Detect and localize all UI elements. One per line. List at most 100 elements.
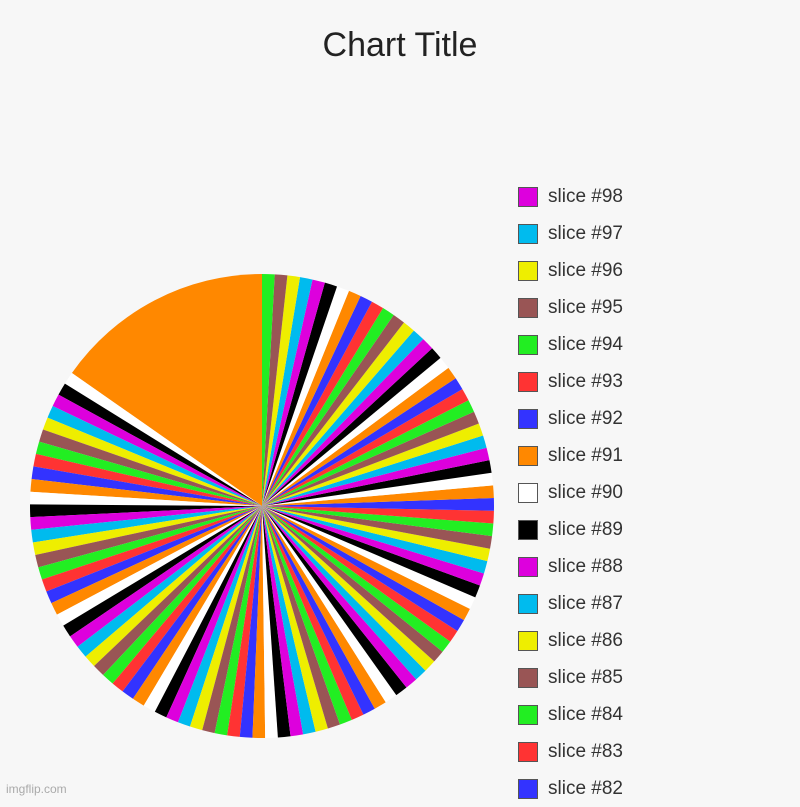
pie-slice-56 — [262, 506, 435, 671]
pie-slice-81 — [262, 367, 456, 506]
legend-item: slice #98 — [518, 178, 623, 215]
pie-slice-69 — [262, 506, 494, 524]
pie-slice-33 — [154, 506, 262, 718]
legend-item: slice #89 — [518, 511, 623, 548]
legend-swatch — [518, 704, 538, 725]
legend-label: slice #94 — [548, 333, 623, 355]
pie-slice-66 — [262, 506, 491, 562]
legend-swatch — [518, 556, 538, 577]
pie-slice-90 — [262, 296, 372, 506]
legend-label: slice #98 — [548, 185, 623, 207]
legend-swatch — [518, 445, 538, 466]
pie-slice-68 — [262, 506, 494, 537]
legend-label: slice #85 — [548, 666, 623, 688]
pie-slice-27 — [94, 506, 262, 676]
legend-item: slice #85 — [518, 659, 623, 696]
pie-slice-47 — [262, 506, 341, 729]
pie-slice-71 — [262, 485, 494, 506]
legend-label: slice #83 — [548, 740, 623, 762]
pie-slice-5 — [47, 405, 263, 506]
pie-slice-6 — [42, 417, 263, 506]
legend-swatch — [518, 408, 538, 429]
pie-slice-32 — [143, 506, 262, 712]
pie-slice-38 — [214, 506, 262, 736]
legend-swatch — [518, 519, 538, 540]
pie-slice-1 — [71, 274, 262, 506]
pie-slice-97 — [262, 274, 288, 506]
legend-swatch — [518, 482, 538, 503]
pie-slice-15 — [31, 506, 263, 543]
pie-slice-36 — [190, 506, 262, 731]
pie-slice-20 — [46, 506, 262, 604]
legend-label: slice #84 — [548, 703, 623, 725]
pie-slice-12 — [30, 491, 263, 506]
legend-swatch — [518, 741, 538, 762]
pie-slice-88 — [262, 308, 394, 506]
pie-slice-44 — [262, 506, 304, 737]
pie-slice-51 — [262, 506, 386, 709]
pie-slice-64 — [262, 506, 484, 586]
pie-slice-74 — [262, 447, 490, 506]
legend-swatch — [518, 778, 538, 799]
pie-slice-48 — [262, 506, 352, 725]
pie-slice-78 — [262, 400, 474, 506]
legend-label: slice #90 — [548, 481, 623, 503]
pie-slice-89 — [262, 301, 384, 506]
pie-slice-14 — [30, 506, 262, 530]
legend-item: slice #97 — [518, 215, 623, 252]
pie-slice-82 — [262, 357, 449, 506]
legend-swatch — [518, 667, 538, 688]
pie-slice-79 — [262, 389, 469, 506]
legend-item: slice #84 — [518, 696, 623, 733]
pie-slice-24 — [70, 506, 262, 647]
pie-slice-63 — [262, 506, 480, 598]
pie-slice-2 — [64, 373, 263, 506]
pie-slice-26 — [85, 506, 262, 667]
pie-slice-49 — [262, 506, 364, 720]
watermark: imgflip.com — [6, 782, 67, 796]
pie-slice-73 — [262, 460, 492, 506]
pie-slice-22 — [56, 506, 262, 626]
legend-label: slice #91 — [548, 444, 623, 466]
pie-slice-77 — [262, 411, 479, 506]
pie-slice-75 — [262, 435, 487, 506]
pie-slice-86 — [262, 322, 414, 506]
pie-slice-52 — [262, 506, 397, 703]
legend-swatch — [518, 223, 538, 244]
pie-slice-9 — [33, 453, 263, 506]
pie-slice-55 — [262, 506, 426, 680]
legend-label: slice #86 — [548, 629, 623, 651]
legend-item: slice #88 — [518, 548, 623, 585]
pie-slice-31 — [132, 506, 262, 706]
legend-label: slice #95 — [548, 296, 623, 318]
pie-slice-30 — [122, 506, 262, 699]
pie-slice-19 — [41, 506, 263, 592]
legend-item: slice #96 — [518, 252, 623, 289]
legend-item: slice #95 — [518, 289, 623, 326]
pie-slice-46 — [262, 506, 328, 732]
pie-slice-60 — [262, 506, 464, 632]
pie-slice-50 — [262, 506, 375, 715]
chart-title: Chart Title — [322, 26, 478, 64]
pie-slice-98 — [262, 274, 275, 506]
pie-slice-35 — [178, 506, 262, 727]
legend-label: slice #82 — [548, 777, 623, 799]
legend-item: slice #90 — [518, 474, 623, 511]
legend-swatch — [518, 593, 538, 614]
pie-slice-42 — [262, 506, 278, 738]
pie-slice-21 — [51, 506, 262, 615]
pie-slice-59 — [262, 506, 458, 642]
pie-slice-16 — [32, 506, 262, 555]
pie-slice-91 — [262, 290, 361, 506]
pie-slice-85 — [262, 330, 424, 506]
pie-slice-40 — [239, 506, 262, 738]
legend-item: slice #86 — [518, 622, 623, 659]
legend-label: slice #92 — [548, 407, 623, 429]
pie-slice-41 — [252, 506, 266, 739]
legend-item: slice #93 — [518, 363, 623, 400]
pie-slice-92 — [262, 286, 349, 506]
legend-item: slice #87 — [518, 585, 623, 622]
legend-label: slice #89 — [548, 518, 623, 540]
pie-slice-25 — [77, 506, 262, 657]
pie-slice-39 — [227, 506, 262, 737]
